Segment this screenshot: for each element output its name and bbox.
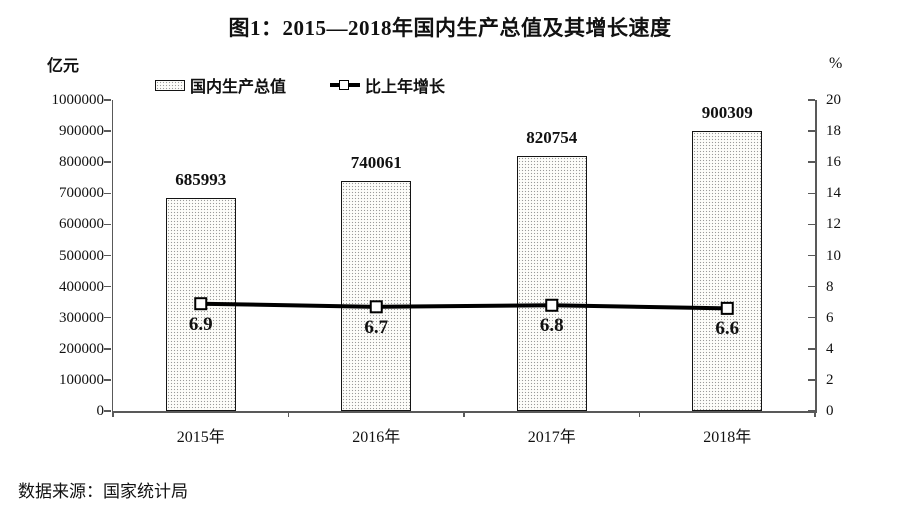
right-axis-tick bbox=[808, 161, 815, 163]
bar-2017年 bbox=[516, 155, 587, 411]
left-axis-unit: 亿元 bbox=[47, 58, 80, 75]
left-axis-tick-label: 900000 bbox=[59, 123, 104, 140]
bar-value-label: 900309 bbox=[701, 103, 753, 122]
left-axis-tick bbox=[104, 130, 111, 132]
growth-marker bbox=[545, 298, 559, 312]
left-axis-tick-label: 800000 bbox=[59, 154, 104, 171]
x-axis-boundary-tick bbox=[112, 411, 114, 417]
x-axis-boundary-tick bbox=[287, 411, 290, 417]
growth-value-label: 6.9 bbox=[188, 313, 213, 335]
right-axis-tick bbox=[808, 410, 815, 412]
right-axis-tick-label: 0 bbox=[826, 403, 834, 419]
right-axis-tick bbox=[808, 285, 815, 288]
left-axis-tick bbox=[104, 410, 111, 412]
right-axis-tick-label: 2 bbox=[826, 371, 834, 388]
left-axis-tick bbox=[104, 192, 111, 195]
right-axis-tick bbox=[808, 192, 815, 195]
bar-value-label: 820754 bbox=[526, 127, 578, 147]
x-axis-boundary-tick bbox=[638, 411, 641, 417]
left-axis-tick bbox=[104, 254, 111, 257]
growth-line bbox=[200, 301, 728, 311]
legend-label-gdp: 国内生产总值 bbox=[190, 79, 287, 96]
x-axis-label: 2016年 bbox=[352, 429, 401, 446]
growth-marker bbox=[720, 301, 734, 315]
left-axis-tick-label: 100000 bbox=[59, 371, 104, 388]
left-axis-tick-label: 0 bbox=[96, 403, 105, 419]
growth-value-label: 6.6 bbox=[715, 318, 740, 340]
left-axis-tick-label: 300000 bbox=[59, 309, 104, 326]
right-axis-tick-label: 16 bbox=[826, 154, 841, 171]
growth-value-label: 6.8 bbox=[539, 315, 564, 337]
left-axis-tick bbox=[104, 316, 111, 319]
gdp-bar-swatch-icon bbox=[155, 79, 185, 91]
left-axis-tick-label: 1000000 bbox=[51, 92, 105, 108]
x-axis-boundary-tick bbox=[463, 411, 465, 417]
growth-line-series bbox=[194, 297, 734, 315]
right-axis-tick-label: 18 bbox=[826, 123, 841, 140]
legend-item-growth: 比上年增长 bbox=[330, 73, 445, 97]
left-axis-tick-label: 700000 bbox=[59, 185, 104, 202]
growth-marker bbox=[194, 297, 208, 311]
right-axis-tick-label: 12 bbox=[826, 216, 841, 233]
bar-value-label: 685993 bbox=[175, 169, 227, 189]
x-axis-boundary-tick bbox=[814, 411, 816, 417]
left-axis-tick bbox=[104, 99, 111, 101]
left-axis-tick bbox=[104, 379, 111, 381]
chart-title: 图1：2015—2018年国内生产总值及其增长速度 bbox=[228, 16, 672, 40]
left-axis-tick bbox=[104, 223, 111, 226]
right-axis-unit: % bbox=[829, 55, 843, 72]
left-axis-tick-label: 600000 bbox=[59, 216, 104, 233]
right-axis-tick-label: 14 bbox=[826, 185, 841, 202]
x-axis-label: 2017年 bbox=[527, 429, 576, 446]
right-axis-tick bbox=[808, 223, 815, 226]
right-axis-tick bbox=[808, 379, 815, 381]
legend-item-gdp: 国内生产总值 bbox=[155, 73, 286, 97]
growth-line-swatch-icon bbox=[330, 79, 361, 91]
bar-value-label: 740061 bbox=[350, 152, 402, 172]
bar-2016年 bbox=[341, 180, 412, 411]
left-axis-tick-label: 500000 bbox=[59, 247, 104, 264]
right-axis-line bbox=[815, 100, 817, 411]
legend: 国内生产总值 比上年增长 bbox=[155, 73, 445, 97]
right-axis-tick-label: 10 bbox=[826, 247, 841, 264]
right-axis-tick bbox=[808, 316, 815, 319]
x-axis-label: 2015年 bbox=[176, 429, 225, 446]
growth-marker bbox=[369, 300, 383, 314]
right-axis-tick-label: 6 bbox=[826, 309, 834, 326]
left-axis-tick bbox=[104, 348, 111, 350]
growth-value-label: 6.7 bbox=[364, 316, 389, 338]
right-axis-tick bbox=[808, 99, 815, 101]
right-axis-tick bbox=[808, 254, 815, 257]
right-axis-tick-label: 4 bbox=[826, 340, 834, 357]
left-axis-tick-label: 400000 bbox=[59, 278, 104, 295]
left-axis-tick-label: 200000 bbox=[59, 340, 104, 357]
data-source-note: 数据来源：国家统计局 bbox=[18, 482, 188, 501]
left-axis-tick bbox=[104, 161, 111, 163]
legend-label-growth: 比上年增长 bbox=[365, 79, 446, 96]
bar-2018年 bbox=[692, 131, 763, 411]
right-axis-tick bbox=[808, 348, 815, 350]
right-axis-tick bbox=[808, 130, 815, 132]
left-axis-tick bbox=[104, 285, 111, 288]
left-axis-line bbox=[111, 100, 113, 411]
x-axis-label: 2018年 bbox=[703, 429, 752, 446]
right-axis-tick-label: 8 bbox=[826, 278, 834, 295]
right-axis-tick-label: 20 bbox=[826, 92, 841, 108]
